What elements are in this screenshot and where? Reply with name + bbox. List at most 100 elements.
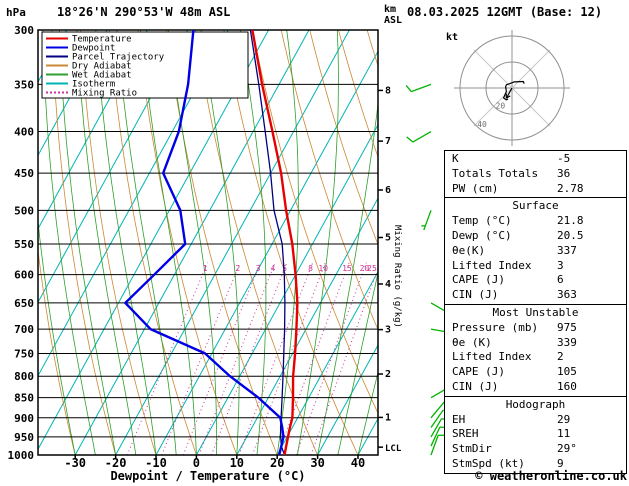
stat-label: PW (cm) [452,181,499,195]
stat-row: θe(K) 337 [445,244,626,259]
svg-text:3: 3 [256,264,261,273]
stats-panel: K -5 Totals Totals 36 PW (cm) 2.78 Surface Temp… [444,150,627,474]
stat-row: Dewp (°C) 20.5 [445,229,626,244]
svg-text:1: 1 [203,264,208,273]
plot-border [37,29,379,456]
stat-value: 160 [557,379,577,393]
stat-value: 6 [557,273,564,287]
svg-text:400: 400 [14,126,34,139]
stat-value: 363 [557,288,577,302]
svg-text:6: 6 [385,185,391,196]
hodograph-unit-label: kt [446,32,458,43]
svg-text:700: 700 [14,323,34,336]
svg-text:3: 3 [385,325,391,336]
stat-value: 11 [557,427,571,441]
mixing-ratio-labels: 1 2 3 4 5 8 10 15 2025 [203,264,377,273]
stat-row: Totals Totals 36 [445,167,626,182]
stat-label: StmDir [452,442,492,456]
stat-value: 9 [557,456,564,470]
stat-value: 3 [557,258,564,272]
stats-section: Most Unstable Pressure (mb) 975 θe (K) 339 Li… [445,305,626,397]
svg-text:Temperature: Temperature [72,35,132,45]
svg-text:2: 2 [235,264,240,273]
svg-text:500: 500 [14,204,34,217]
stat-value: 2 [557,350,564,364]
stats-section: Surface Temp (°C) 21.8 Dewp (°C) 20.5 θe(K) 33… [445,198,626,305]
svg-text:300: 300 [14,24,34,37]
svg-text:20: 20 [270,456,284,470]
stats-section: Hodograph EH 29 SREH 11 StmDir 29° StmSpd (kt) 9 [445,397,626,473]
stat-row: K -5 [445,152,626,167]
stats-section: K -5 Totals Totals 36 PW (cm) 2.78 [445,151,626,199]
svg-text:600: 600 [14,269,34,282]
stat-value: 337 [557,243,577,257]
stat-value: 21.8 [557,214,584,228]
svg-text:10: 10 [230,456,244,470]
stat-value: 36 [557,166,571,180]
svg-text:900: 900 [14,412,34,425]
stat-row: CAPE (J) 6 [445,273,626,288]
run-datetime-title: 08.03.2025 12GMT (Base: 12) [407,5,603,19]
stat-row: Pressure (mb) 975 [445,321,626,336]
stat-row: CIN (J) 160 [445,380,626,395]
hodograph-trace [503,80,525,101]
stat-label: Temp (°C) [452,214,512,228]
svg-text:8: 8 [385,85,391,96]
stat-row: CAPE (J) 105 [445,365,626,380]
svg-text:Wet Adiabat: Wet Adiabat [72,71,132,81]
stat-label: CIN (J) [452,379,499,393]
stat-label: Lifted Index [452,258,532,272]
stats-section-title: Surface [512,199,559,213]
pressure-labels: 300 350 400 450 500 550 600 650 700 750 800 850 900 9… [8,24,35,462]
svg-text:650: 650 [14,297,34,310]
stat-label: Pressure (mb) [452,320,539,334]
stat-label: θe (K) [452,335,492,349]
copyright: © weatheronline.co.uk [475,469,627,483]
stat-value: 2.78 [557,181,584,195]
temperature-curve [251,30,299,455]
station-title: 18°26'N 290°53'W 48m ASL [57,5,231,19]
svg-text:5: 5 [385,232,391,243]
svg-text:4: 4 [385,279,391,290]
stat-value: -5 [557,152,571,165]
stat-label: Totals Totals [452,166,539,180]
svg-text:0: 0 [193,456,200,470]
stat-label: CAPE (J) [452,273,505,287]
stats-section-title: Hodograph [505,397,566,411]
svg-text:-20: -20 [105,456,127,470]
stat-row: Temp (°C) 21.8 [445,214,626,229]
svg-text:1: 1 [385,412,391,423]
stat-row: StmDir 29° [445,442,626,457]
svg-text:1000: 1000 [8,449,35,462]
stat-label: K [452,152,459,165]
svg-text:40: 40 [351,456,365,470]
stat-row: StmSpd (kt) 9 [445,457,626,472]
hodograph-ring [459,35,565,141]
dewpoint-curve [124,30,285,455]
svg-text:8: 8 [308,264,313,273]
stat-label: StmSpd (kt) [452,456,525,470]
svg-text:Dewpoint: Dewpoint [72,44,115,54]
svg-text:LCL: LCL [385,444,402,454]
stat-value: 20.5 [557,228,584,242]
hodograph: 20 40 kt [446,30,570,146]
x-axis-ticks: -30 -20 -10 0 10 20 30 40 [64,455,365,470]
svg-text:4: 4 [270,264,275,273]
svg-text:10: 10 [318,264,328,273]
stats-section-title: Most Unstable [492,305,579,319]
altitude-unit-asl: ASL [384,15,403,26]
svg-text:40: 40 [477,120,487,129]
svg-text:-30: -30 [64,456,86,470]
svg-text:350: 350 [14,78,34,91]
stat-row: Lifted Index 2 [445,350,626,365]
svg-text:Isotherm: Isotherm [72,80,115,90]
svg-text:550: 550 [14,238,34,251]
svg-text:800: 800 [14,370,34,383]
altitude-unit-km: km [384,4,397,15]
stat-row: CIN (J) 363 [445,288,626,303]
svg-text:2: 2 [385,369,391,380]
stat-row: EH 29 [445,413,626,428]
